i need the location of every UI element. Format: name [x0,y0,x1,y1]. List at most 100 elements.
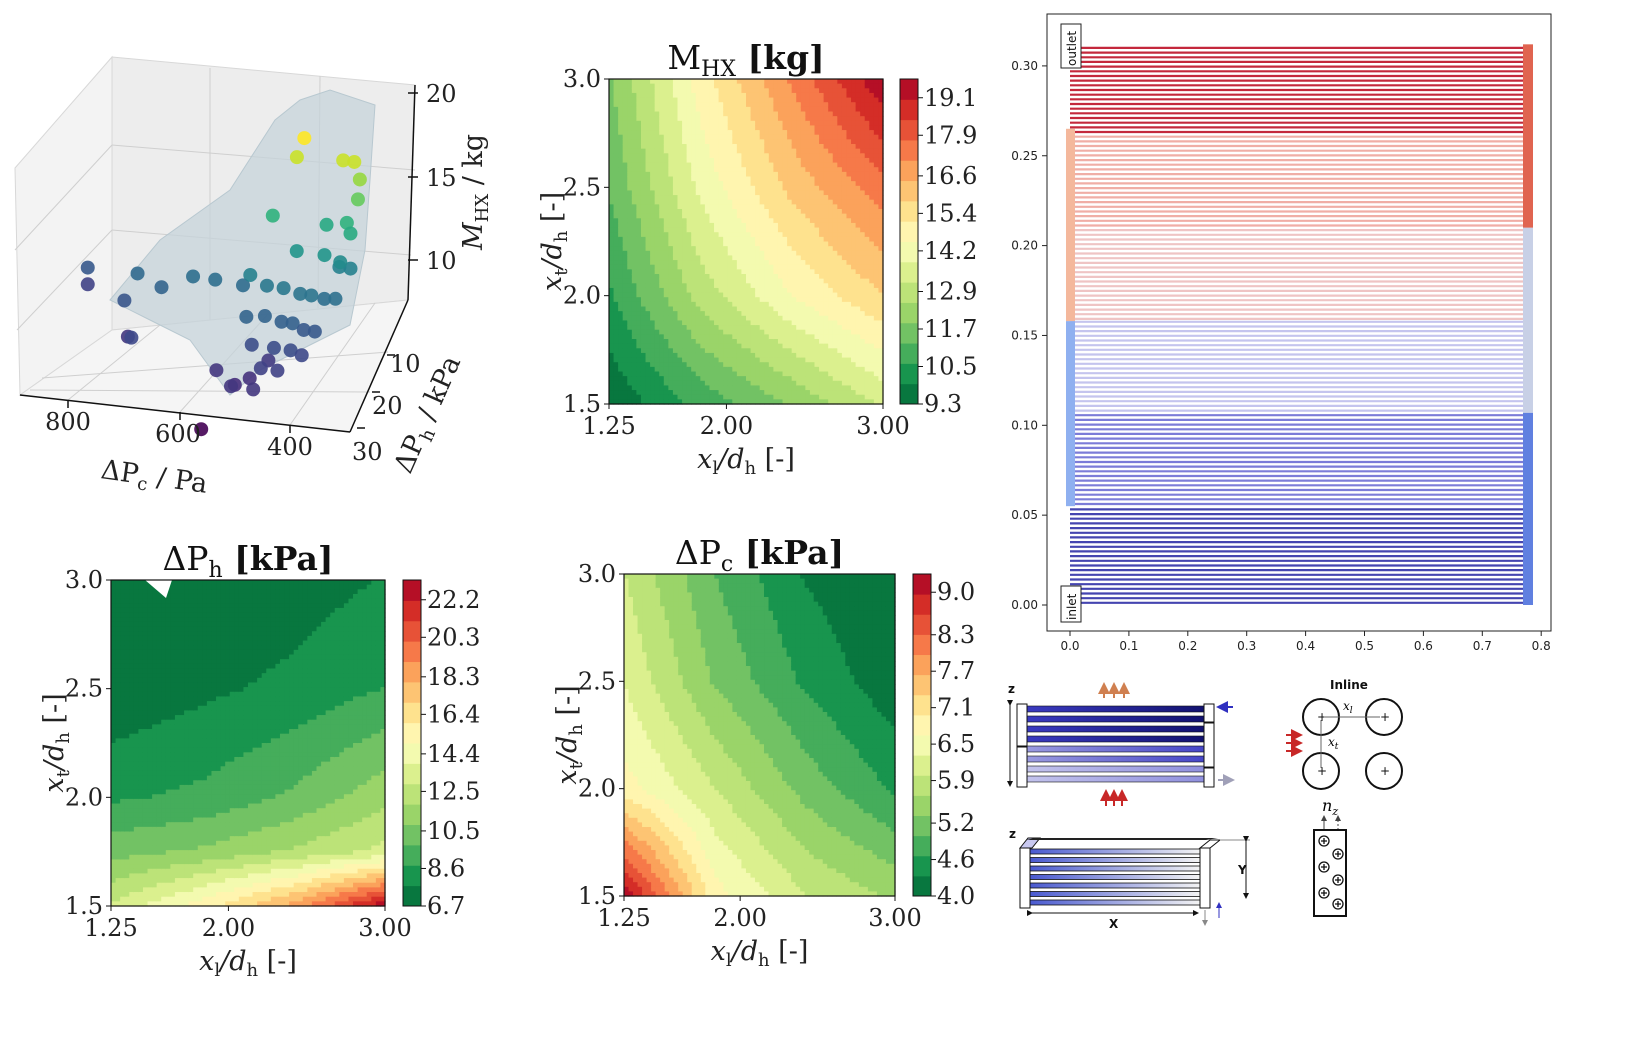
contour-cell [878,283,884,289]
contour-cell [709,232,715,238]
contour-cell [750,185,756,192]
contour-cell [631,185,637,192]
contour-cell [704,329,711,335]
contour-cell [147,743,153,749]
scatter-point [307,324,322,339]
contour-cell [627,120,633,127]
contour-cell [686,301,692,308]
contour-cell [846,209,852,215]
contour-cell [714,218,720,224]
contour-cell [115,817,121,823]
contour-cell [782,376,788,382]
contour-cell [636,343,642,349]
contour-cell [663,190,669,196]
contour-cell [782,394,788,400]
contour-cell [860,139,866,145]
contour-cell [800,301,806,308]
contour-cell [846,218,852,224]
contour-cell [704,232,711,238]
contour-cell [115,901,121,907]
contour-cell [124,836,130,842]
contour-cell [787,171,793,178]
contour-cell [709,362,715,368]
contour-cell [138,896,144,902]
contour-cell [672,292,679,298]
contour-cell [837,334,843,340]
contour-cell [878,181,884,187]
contour-cell [129,789,135,795]
contour-cell [631,301,637,308]
contour-cell [841,241,848,247]
contour-cell [823,260,829,266]
contour-cell [718,339,724,345]
contour-cell [645,394,651,400]
contour-cell [618,153,624,159]
colorbar-level [900,322,918,344]
contour-cell [841,185,848,192]
contour-cell [759,278,765,284]
contour-cell [631,255,637,261]
contour-cell [650,153,656,159]
contour-cell [142,645,149,651]
contour-cell [873,334,880,340]
contour-cell [755,171,761,178]
contour-cell [622,171,628,178]
contour-cell [124,677,130,684]
contour-cell [695,334,701,340]
contour-cell [663,297,669,303]
contour-cell [654,278,660,284]
contour-cell [636,185,642,192]
contour-cell [672,348,679,354]
contour-cell [613,79,619,85]
contour-cell [809,278,816,284]
contour-cell [120,836,126,842]
contour-cell [627,148,633,154]
contour-cell [787,195,793,201]
contour-cell [782,153,788,159]
contour-cell [631,385,637,391]
contour-cell [682,339,688,345]
contour-cell [636,222,642,229]
contour-cell [841,181,848,187]
contour-cell [741,144,747,150]
contour-cell [837,301,843,308]
contour-cell [864,371,870,377]
contour-cell [129,859,135,865]
contour-cell [841,269,848,275]
contour-cell [133,812,139,819]
contour-cell [832,325,838,331]
contour-cell [704,92,711,99]
contour-cell [777,204,784,210]
contour-cell [133,701,139,707]
contour-cell [613,232,619,238]
contour-cell [663,102,669,108]
contour-cell [864,390,870,396]
contour-cell [814,241,820,247]
contour-cell [695,376,701,382]
contour-cell [709,357,715,363]
contour-cell [746,278,752,284]
contour-cell [782,246,788,252]
contour-cell [837,246,843,252]
contour-cell [686,311,692,317]
contour-cell [613,162,619,168]
contour-cell [750,199,756,205]
contour-cell [618,185,624,192]
contour-cell [759,329,765,335]
contour-cell [791,343,797,349]
contour-cell [746,181,752,187]
contour-cell [791,325,797,331]
contour-cell [768,394,774,400]
contour-cell [622,79,628,85]
contour-cell [873,111,880,117]
scatter-point [266,340,281,355]
contour-cell [668,385,674,391]
contour-cell [773,306,779,312]
contour-cell [147,719,153,725]
contour-cell [777,185,784,192]
contour-cell [618,241,624,247]
contour-cell [111,808,117,814]
contour-cell [791,79,797,85]
contour-cell [823,83,829,89]
contour-cell [636,292,642,298]
